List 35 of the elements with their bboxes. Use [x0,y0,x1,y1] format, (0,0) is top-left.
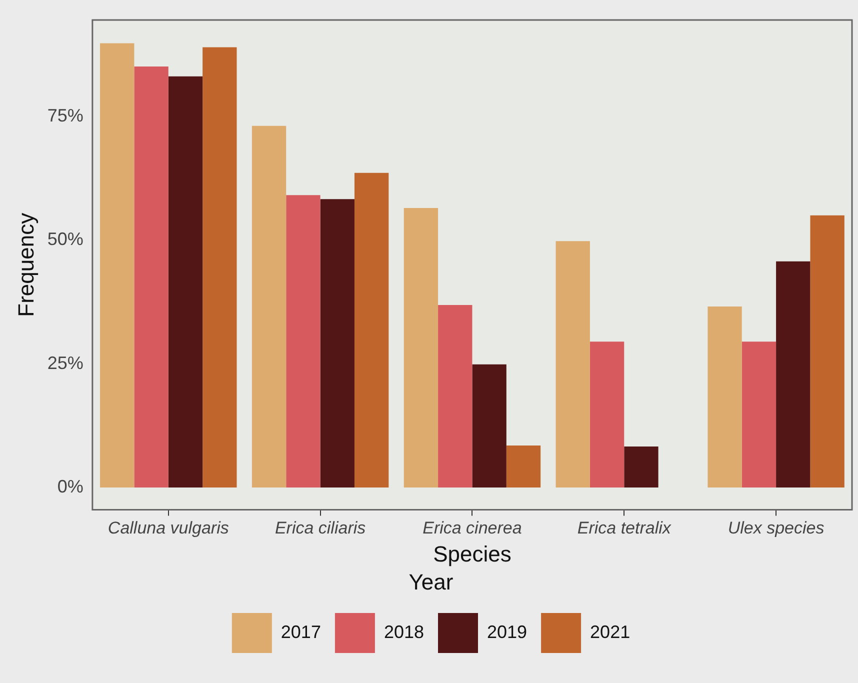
bar [404,208,438,488]
x-axis-title: Species [433,541,512,566]
legend-label: 2021 [590,622,630,642]
bar [100,43,134,488]
legend-title: Year [408,570,454,595]
y-tick-label: 75% [47,105,84,126]
y-axis-title: Frequency [13,212,38,317]
bar [320,199,354,488]
y-tick-label: 0% [57,476,84,497]
legend-label: 2017 [280,622,321,642]
x-tick-label: Calluna vulgaris [108,518,230,538]
bar [742,342,776,488]
bar [776,261,810,488]
bar [556,241,590,488]
x-tick-label: Erica cinerea [422,518,522,538]
bar [472,364,506,488]
bar [202,47,237,488]
bar [134,66,168,488]
bar [438,304,472,488]
bar [708,306,742,488]
legend-label: 2018 [384,622,424,642]
x-tick-label: Ulex species [728,518,825,538]
bar [810,215,844,488]
legend-label: 2019 [487,622,528,642]
bar [624,446,658,488]
y-tick-label: 25% [47,352,84,373]
bar [354,172,389,488]
bar [168,76,203,488]
x-tick-label: Erica ciliaris [274,518,366,538]
bar [286,195,320,488]
x-tick-label: Erica tetralix [577,518,672,538]
y-tick-label: 50% [47,229,84,250]
bar [252,126,286,488]
bar [590,342,624,488]
bar [506,445,541,488]
